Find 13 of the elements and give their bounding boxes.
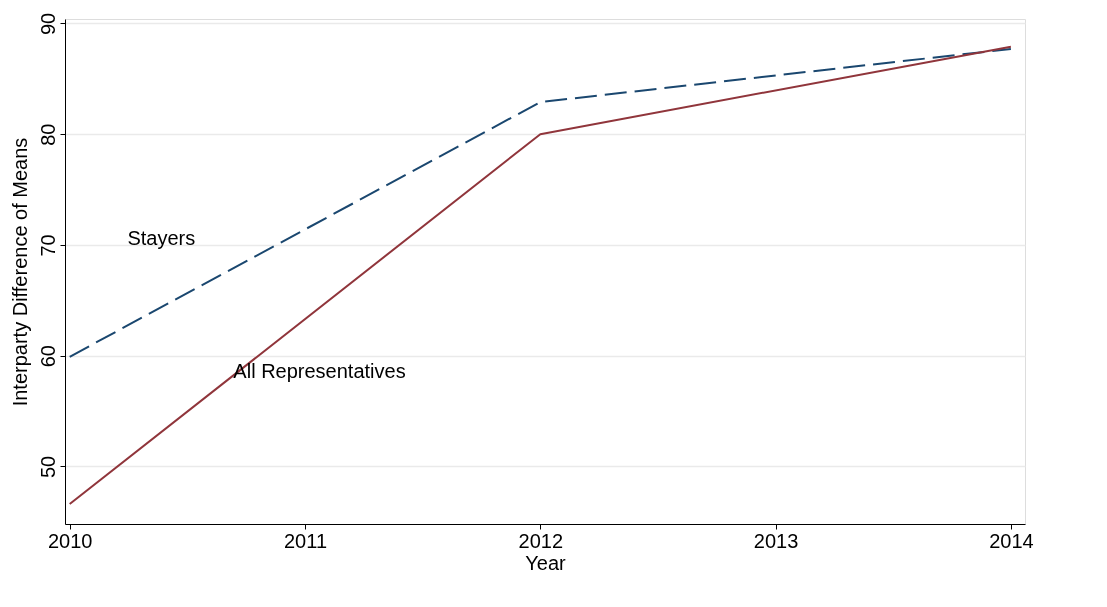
x-tick-label: 2013 (753, 529, 799, 552)
y-tick-label: 80 (36, 123, 59, 146)
y-tick-label: 70 (36, 234, 59, 257)
y-tick-label: 90 (36, 12, 59, 36)
series-label: Stayers (127, 226, 196, 249)
y-tick-label: 50 (36, 455, 59, 479)
y-axis-title: Interparty Difference of Means (8, 137, 31, 407)
x-tick-label: 2012 (518, 529, 564, 552)
x-tick-label: 2011 (283, 529, 328, 552)
x-tick-label: 2014 (989, 529, 1034, 552)
y-tick-label: 60 (36, 345, 59, 368)
x-axis-title: Year (525, 551, 567, 574)
x-tick-label: 2010 (47, 529, 93, 552)
